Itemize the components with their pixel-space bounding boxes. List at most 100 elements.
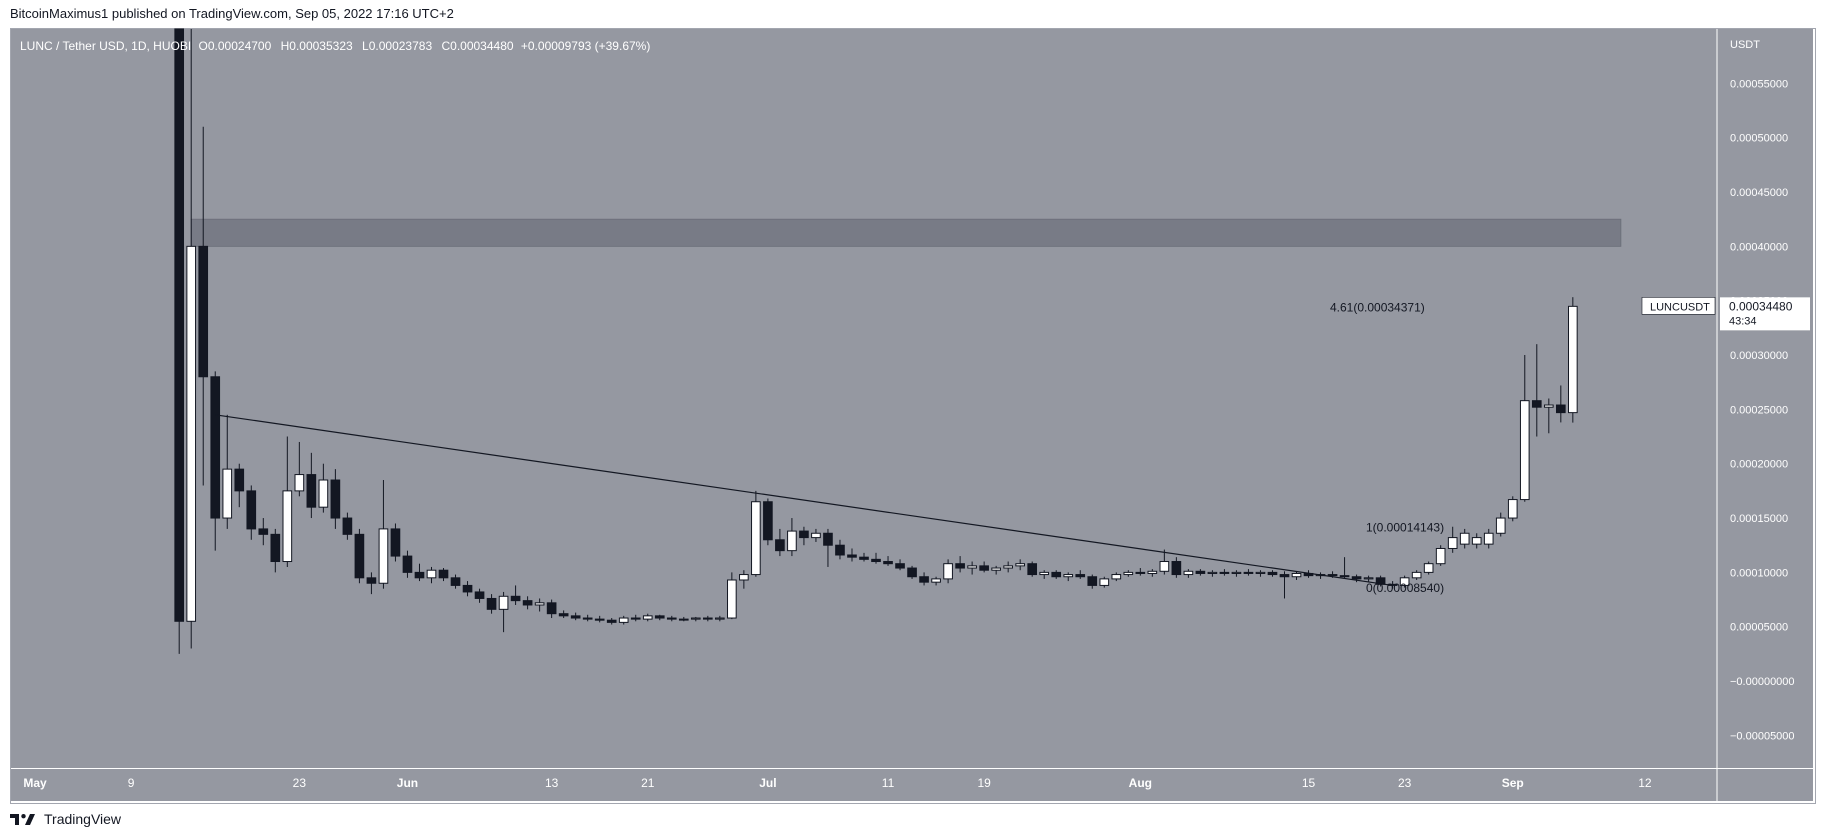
- candle[interactable]: [727, 572, 737, 620]
- candle[interactable]: [558, 610, 569, 619]
- candle[interactable]: [222, 414, 233, 529]
- candle[interactable]: [354, 528, 365, 584]
- candle[interactable]: [594, 615, 605, 623]
- candle[interactable]: [642, 613, 653, 622]
- candle[interactable]: [198, 126, 209, 486]
- candle[interactable]: [402, 550, 413, 578]
- candle[interactable]: [1051, 570, 1062, 579]
- candle[interactable]: [1063, 572, 1074, 582]
- candle[interactable]: [582, 614, 593, 622]
- candle[interactable]: [1568, 297, 1578, 423]
- candle[interactable]: [414, 563, 425, 582]
- candle[interactable]: [618, 615, 629, 625]
- candle[interactable]: [1123, 570, 1134, 577]
- candle[interactable]: [546, 599, 557, 619]
- candle[interactable]: [378, 480, 389, 589]
- candle[interactable]: [702, 615, 713, 622]
- candle[interactable]: [1135, 568, 1146, 576]
- candle[interactable]: [258, 518, 269, 546]
- candle[interactable]: [907, 565, 917, 579]
- candle[interactable]: [1147, 569, 1158, 577]
- candle[interactable]: [1459, 528, 1470, 549]
- candle[interactable]: [1207, 570, 1218, 577]
- candle[interactable]: [534, 598, 545, 612]
- candle[interactable]: [763, 498, 773, 546]
- candle[interactable]: [775, 528, 785, 557]
- candle[interactable]: [282, 436, 293, 567]
- trendline[interactable]: [215, 414, 1393, 587]
- candle[interactable]: [979, 561, 989, 573]
- candle[interactable]: [1015, 559, 1026, 571]
- candle[interactable]: [666, 615, 677, 622]
- candle[interactable]: [1183, 569, 1194, 578]
- candle[interactable]: [1279, 571, 1290, 599]
- candle[interactable]: [1027, 561, 1038, 577]
- candle[interactable]: [474, 588, 485, 603]
- candle[interactable]: [1495, 512, 1506, 537]
- candle[interactable]: [1075, 570, 1086, 579]
- candle[interactable]: [1255, 570, 1266, 577]
- candle[interactable]: [174, 28, 185, 654]
- candle[interactable]: [1399, 575, 1410, 588]
- candle[interactable]: [438, 568, 449, 582]
- candle[interactable]: [294, 441, 305, 497]
- candle[interactable]: [799, 526, 809, 546]
- candle[interactable]: [1471, 533, 1482, 549]
- last-price-tag[interactable]: LUNCUSDT 0.00034480 43:34: [1641, 297, 1810, 331]
- candle[interactable]: [847, 548, 857, 562]
- candle[interactable]: [1435, 545, 1446, 566]
- candle[interactable]: [426, 566, 437, 584]
- candle[interactable]: [1555, 385, 1566, 423]
- candle[interactable]: [630, 614, 641, 622]
- candle[interactable]: [678, 616, 689, 622]
- candle[interactable]: [739, 570, 749, 589]
- candle[interactable]: [895, 559, 905, 571]
- candle[interactable]: [522, 596, 533, 610]
- candle[interactable]: [811, 528, 821, 542]
- candle[interactable]: [1531, 344, 1542, 437]
- candle[interactable]: [943, 559, 953, 584]
- candle[interactable]: [1231, 570, 1242, 577]
- resistance-zone[interactable]: [190, 218, 1622, 247]
- candle[interactable]: [270, 528, 281, 573]
- candle[interactable]: [1111, 572, 1122, 582]
- candle[interactable]: [859, 552, 869, 562]
- candle[interactable]: [1339, 557, 1350, 579]
- candle[interactable]: [306, 452, 317, 519]
- candle[interactable]: [1447, 526, 1458, 553]
- footer-brand[interactable]: TradingView: [10, 811, 121, 827]
- candle[interactable]: [1423, 561, 1434, 575]
- candle[interactable]: [1543, 398, 1554, 434]
- candle[interactable]: [967, 561, 977, 575]
- candle[interactable]: [606, 618, 617, 625]
- candle[interactable]: [1519, 355, 1530, 502]
- candle[interactable]: [1363, 575, 1374, 583]
- candle[interactable]: [570, 612, 581, 621]
- candle[interactable]: [1087, 574, 1098, 589]
- candle[interactable]: [654, 614, 665, 621]
- candle[interactable]: [390, 523, 401, 562]
- candle[interactable]: [1003, 561, 1013, 573]
- candle[interactable]: [931, 576, 941, 586]
- candle[interactable]: [1351, 574, 1362, 583]
- candle[interactable]: [1375, 575, 1386, 587]
- plot-area[interactable]: [11, 29, 1717, 768]
- candle[interactable]: [1483, 528, 1494, 549]
- candle[interactable]: [462, 581, 473, 597]
- candle[interactable]: [955, 556, 965, 573]
- candle[interactable]: [823, 528, 833, 567]
- candle[interactable]: [186, 29, 197, 649]
- candle[interactable]: [450, 574, 461, 589]
- candle[interactable]: [1411, 570, 1422, 580]
- candle[interactable]: [787, 518, 797, 557]
- candle[interactable]: [318, 463, 329, 513]
- candle[interactable]: [883, 556, 893, 566]
- candle[interactable]: [835, 539, 845, 560]
- candle[interactable]: [342, 512, 353, 540]
- candle[interactable]: [486, 594, 497, 614]
- candle[interactable]: [1219, 569, 1230, 576]
- candle[interactable]: [330, 469, 341, 529]
- candle[interactable]: [715, 615, 725, 622]
- candle[interactable]: [1507, 496, 1518, 522]
